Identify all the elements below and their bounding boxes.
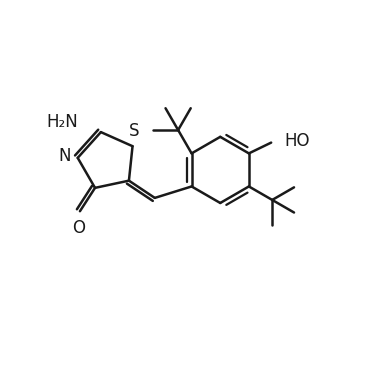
Text: N: N — [59, 147, 71, 165]
Text: O: O — [72, 219, 85, 237]
Text: S: S — [129, 122, 139, 140]
Text: HO: HO — [285, 132, 310, 150]
Text: H₂N: H₂N — [47, 113, 78, 131]
